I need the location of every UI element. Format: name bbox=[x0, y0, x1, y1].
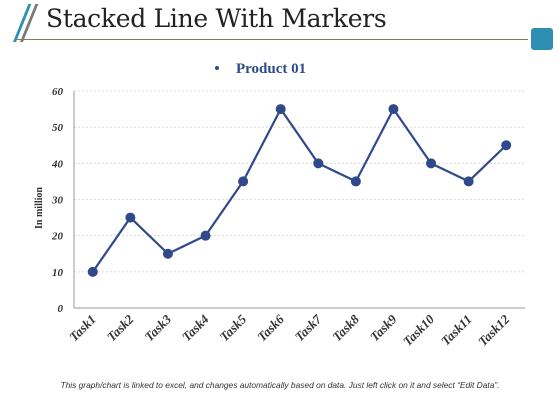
y-axis-label: In million bbox=[34, 187, 45, 229]
data-point[interactable] bbox=[200, 230, 211, 241]
x-tick-labels: Task1 Task2 Task3 Task4 Task5 Task6 Task7 Task8… bbox=[66, 311, 513, 349]
x-tick-label: Task5 bbox=[216, 311, 249, 344]
data-point[interactable] bbox=[501, 140, 512, 151]
title-divider bbox=[16, 39, 528, 40]
x-tick-label: Task8 bbox=[329, 311, 362, 344]
data-point[interactable] bbox=[87, 266, 98, 277]
y-tick-labels: 0 10 20 30 40 50 60 bbox=[51, 86, 64, 315]
x-tick-label: Task4 bbox=[179, 311, 212, 344]
legend-label: Product 01 bbox=[236, 61, 306, 77]
y-tick-label: 40 bbox=[51, 158, 64, 170]
footer-note: This graph/chart is linked to excel, and… bbox=[60, 380, 500, 390]
data-point[interactable] bbox=[125, 212, 136, 223]
x-tick-label: Task9 bbox=[367, 311, 400, 344]
y-tick-label: 0 bbox=[58, 303, 64, 315]
axes bbox=[73, 91, 525, 309]
x-tick-label: Task12 bbox=[475, 311, 513, 349]
x-tick-label: Task2 bbox=[104, 311, 137, 344]
x-tick-label: Task7 bbox=[292, 311, 325, 344]
series-product-01 bbox=[87, 104, 512, 277]
data-point[interactable] bbox=[275, 104, 286, 115]
y-tick-label: 10 bbox=[52, 267, 64, 279]
data-point[interactable] bbox=[238, 176, 249, 187]
x-tick-label: Task6 bbox=[254, 311, 287, 344]
data-point[interactable] bbox=[313, 158, 324, 169]
gridlines bbox=[74, 90, 525, 273]
data-point[interactable] bbox=[350, 176, 361, 187]
y-tick-label: 30 bbox=[51, 195, 64, 207]
y-tick-label: 50 bbox=[52, 122, 64, 134]
y-tick-label: 20 bbox=[51, 231, 64, 243]
slide-title: Stacked Line With Markers bbox=[46, 4, 387, 33]
data-point[interactable] bbox=[426, 158, 437, 169]
legend-marker bbox=[215, 66, 219, 70]
x-tick-label: Task10 bbox=[400, 311, 438, 349]
data-point[interactable] bbox=[162, 248, 173, 259]
data-point[interactable] bbox=[388, 104, 399, 115]
corner-accent-box bbox=[531, 28, 553, 50]
legend: Product 01 bbox=[215, 61, 306, 77]
x-tick-label: Task11 bbox=[438, 312, 475, 349]
x-tick-label: Task3 bbox=[141, 311, 174, 344]
data-point[interactable] bbox=[463, 176, 474, 187]
x-tick-label: Task1 bbox=[66, 312, 99, 345]
series-line bbox=[91, 107, 507, 273]
y-tick-label: 60 bbox=[52, 86, 64, 98]
